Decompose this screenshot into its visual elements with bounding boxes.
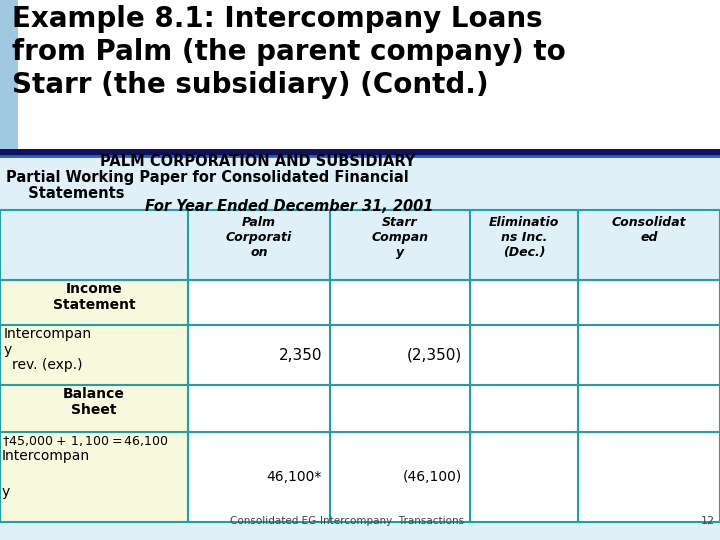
Text: 12: 12 <box>701 516 715 526</box>
FancyBboxPatch shape <box>188 432 720 522</box>
FancyBboxPatch shape <box>188 280 720 325</box>
Text: PALM CORPORATION AND SUBSIDIARY: PALM CORPORATION AND SUBSIDIARY <box>100 154 415 169</box>
Text: y: y <box>2 485 10 499</box>
FancyBboxPatch shape <box>188 325 720 385</box>
Text: Palm
Corporati
on: Palm Corporati on <box>226 216 292 259</box>
FancyBboxPatch shape <box>0 152 720 540</box>
Text: 2,350: 2,350 <box>279 348 322 362</box>
Text: Example 8.1: Intercompany Loans: Example 8.1: Intercompany Loans <box>12 5 543 33</box>
FancyBboxPatch shape <box>0 0 18 152</box>
Text: Balance
Sheet: Balance Sheet <box>63 387 125 417</box>
FancyBboxPatch shape <box>0 0 720 152</box>
Text: Intercompan: Intercompan <box>2 449 90 463</box>
Text: Partial Working Paper for Consolidated Financial: Partial Working Paper for Consolidated F… <box>6 170 409 185</box>
Text: For Year Ended December 31, 2001: For Year Ended December 31, 2001 <box>145 199 433 214</box>
FancyBboxPatch shape <box>188 385 720 432</box>
Text: Intercompan: Intercompan <box>4 327 92 341</box>
Text: 46,100*: 46,100* <box>266 470 322 484</box>
Text: Starr (the subsidiary) (Contd.): Starr (the subsidiary) (Contd.) <box>12 71 489 99</box>
Text: Eliminatio
ns Inc.
(Dec.): Eliminatio ns Inc. (Dec.) <box>489 216 559 259</box>
Text: Starr
Compan
y: Starr Compan y <box>372 216 428 259</box>
Text: Statements: Statements <box>18 186 125 201</box>
Text: †45,000 + $1,100 = $46,100: †45,000 + $1,100 = $46,100 <box>2 434 169 448</box>
Text: Consolidat
ed: Consolidat ed <box>612 216 686 244</box>
Text: Income
Statement: Income Statement <box>53 282 135 312</box>
Text: y: y <box>4 343 12 357</box>
Text: Consolidated EG-Intercompany  Transactions: Consolidated EG-Intercompany Transaction… <box>230 516 464 526</box>
Text: (2,350): (2,350) <box>407 348 462 362</box>
FancyBboxPatch shape <box>0 210 720 280</box>
Text: rev. (exp.): rev. (exp.) <box>12 358 83 372</box>
FancyBboxPatch shape <box>0 212 188 522</box>
Text: (46,100): (46,100) <box>402 470 462 484</box>
Text: from Palm (the parent company) to: from Palm (the parent company) to <box>12 38 566 66</box>
